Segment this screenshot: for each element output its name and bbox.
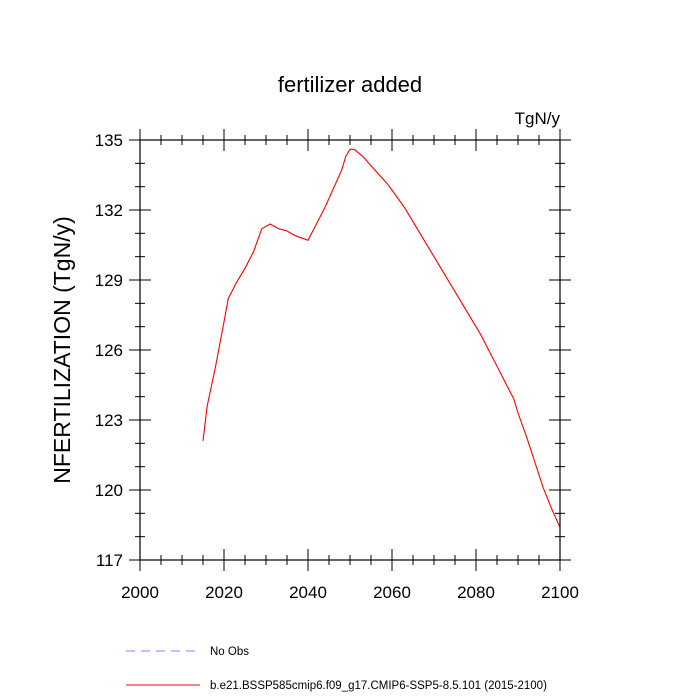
- x-tick-label: 2080: [457, 583, 495, 602]
- series-line-1: [202, 148, 561, 528]
- x-tick-label: 2100: [541, 583, 579, 602]
- x-tick-label: 2040: [289, 583, 327, 602]
- x-tick-label: 2060: [373, 583, 411, 602]
- x-tick-label: 2000: [121, 583, 159, 602]
- y-tick-label: 132: [95, 201, 123, 220]
- y-tick-label: 123: [95, 411, 123, 430]
- legend-label-0: No Obs: [210, 646, 249, 658]
- x-tick-label: 2020: [205, 583, 243, 602]
- legend-label-1: b.e21.BSSP585cmip6.f09_g17.CMIP6-SSP5-8.…: [210, 680, 547, 692]
- y-tick-label: 129: [95, 271, 123, 290]
- y-tick-label: 126: [95, 341, 123, 360]
- y-tick-label: 135: [95, 131, 123, 150]
- units-label: TgN/y: [515, 109, 561, 128]
- plot-frame: [139, 139, 561, 561]
- y-tick-label: 120: [95, 481, 123, 500]
- y-tick-label: 117: [96, 551, 123, 570]
- chart-title: fertilizer added: [278, 72, 422, 97]
- y-axis-label: NFERTILIZATION (TgN/y): [49, 216, 75, 484]
